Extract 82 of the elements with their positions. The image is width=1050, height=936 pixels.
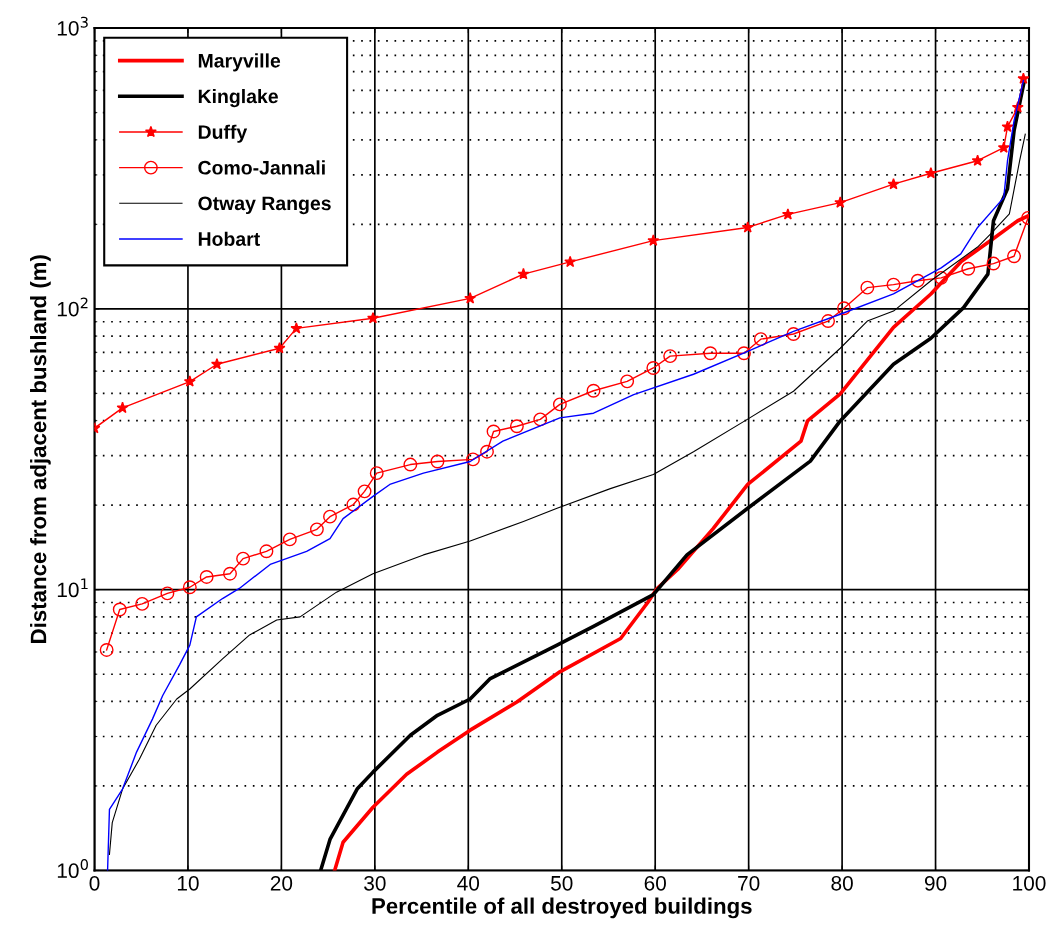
point (934, 270, 949, 285)
point (986, 256, 1001, 271)
x-tick-label: 20 (270, 875, 293, 891)
point (464, 292, 477, 304)
x-tick-label: 0 (89, 875, 100, 891)
point (533, 412, 548, 427)
point (403, 457, 418, 472)
point (971, 154, 984, 166)
point (887, 177, 900, 190)
point (480, 444, 494, 459)
point (703, 346, 718, 361)
legend-label: Duffy (198, 124, 248, 143)
point (346, 497, 361, 512)
point (199, 570, 214, 584)
point (223, 566, 237, 581)
point (112, 602, 127, 617)
point (99, 643, 114, 657)
legend-label: Kinglake (198, 88, 278, 108)
point (1017, 72, 1029, 84)
point (834, 196, 847, 208)
y-tick-label: 10$^{3}$ (57, 16, 88, 36)
point (323, 509, 337, 524)
legend-label: Hobart (198, 231, 260, 246)
point (786, 327, 801, 341)
x-tick-label: 50 (551, 875, 573, 891)
point (509, 419, 524, 434)
point (663, 349, 678, 364)
point (564, 255, 577, 268)
point (837, 301, 851, 316)
point (586, 383, 601, 398)
point (116, 401, 129, 414)
x-tick-label: 100 (1013, 875, 1046, 891)
point (753, 332, 768, 347)
legend-label: Otway Ranges (198, 196, 331, 215)
x-axis-title: Percentile of all destroyed buildings (372, 897, 752, 919)
x-tick-label: 40 (457, 875, 480, 891)
x-tick-label: 30 (364, 875, 386, 891)
point (430, 454, 445, 469)
point (961, 261, 976, 276)
y-axis-title: Distance from adjacent bushland (m) (30, 255, 51, 643)
legend-label: Maryville (198, 53, 281, 72)
point (910, 273, 925, 288)
x-tick-label: 10 (177, 875, 199, 891)
point (282, 532, 297, 547)
x-tick-label: 80 (831, 875, 853, 891)
point (466, 452, 480, 467)
point (886, 277, 901, 292)
y-tick-label: 10$^{2}$ (57, 297, 88, 317)
point (860, 280, 875, 295)
point (781, 208, 794, 220)
x-tick-label: 60 (644, 875, 666, 891)
legend-label: Como-Jannali (198, 160, 325, 175)
point (309, 522, 324, 537)
point (1007, 249, 1021, 264)
point (924, 167, 937, 179)
point (357, 484, 372, 499)
point (1001, 120, 1014, 133)
point (369, 466, 384, 481)
y-tick-label: 10$^{1}$ (57, 578, 88, 598)
point (182, 580, 197, 595)
point (821, 314, 836, 328)
point (517, 267, 530, 280)
point (647, 234, 660, 246)
point (741, 221, 754, 233)
point (997, 141, 1010, 153)
y-tick-label: 10$^{0}$ (57, 859, 88, 879)
point (183, 375, 196, 387)
point (620, 374, 635, 389)
x-tick-label: 70 (738, 875, 760, 891)
point (552, 397, 567, 412)
point (135, 596, 150, 611)
point (273, 342, 286, 354)
point (236, 551, 251, 566)
point (646, 361, 661, 375)
point (290, 322, 303, 334)
point (259, 544, 274, 559)
point (210, 358, 223, 370)
point (737, 346, 751, 361)
point (367, 312, 379, 324)
point (160, 586, 175, 601)
point (486, 424, 501, 439)
x-tick-label: 90 (924, 875, 947, 891)
